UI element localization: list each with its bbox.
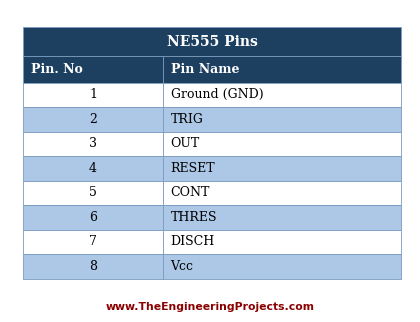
Bar [23, 254, 163, 279]
Text: 8: 8 [89, 260, 97, 273]
Text: Ground (GND): Ground (GND) [171, 88, 263, 101]
Bar [163, 56, 401, 83]
Text: TRIG: TRIG [171, 113, 203, 126]
Text: 5: 5 [89, 186, 97, 199]
Bar [23, 83, 163, 107]
Bar [23, 27, 401, 56]
Text: 4: 4 [89, 162, 97, 175]
Text: 1: 1 [89, 88, 97, 101]
Text: 3: 3 [89, 137, 97, 150]
Text: Pin. No: Pin. No [31, 63, 82, 76]
Text: 2: 2 [89, 113, 97, 126]
Bar [23, 181, 163, 205]
Bar [163, 254, 401, 279]
Text: RESET: RESET [171, 162, 215, 175]
Text: CONT: CONT [171, 186, 210, 199]
Bar [23, 107, 163, 132]
Bar [23, 230, 163, 254]
Text: THRES: THRES [171, 211, 217, 224]
Bar [163, 132, 401, 156]
Text: www.TheEngineeringProjects.com: www.TheEngineeringProjects.com [105, 301, 315, 312]
Text: NE555 Pins: NE555 Pins [167, 35, 257, 49]
Bar [163, 83, 401, 107]
Text: Pin Name: Pin Name [171, 63, 239, 76]
Text: OUT: OUT [171, 137, 200, 150]
Text: Vcc: Vcc [171, 260, 194, 273]
Bar [163, 230, 401, 254]
Text: 7: 7 [89, 235, 97, 248]
Bar [163, 107, 401, 132]
Bar [23, 132, 163, 156]
Bar [163, 205, 401, 230]
Bar [23, 156, 163, 181]
Bar [23, 205, 163, 230]
Text: DISCH: DISCH [171, 235, 215, 248]
Bar [23, 56, 163, 83]
Bar [163, 156, 401, 181]
Bar [163, 181, 401, 205]
Text: 6: 6 [89, 211, 97, 224]
